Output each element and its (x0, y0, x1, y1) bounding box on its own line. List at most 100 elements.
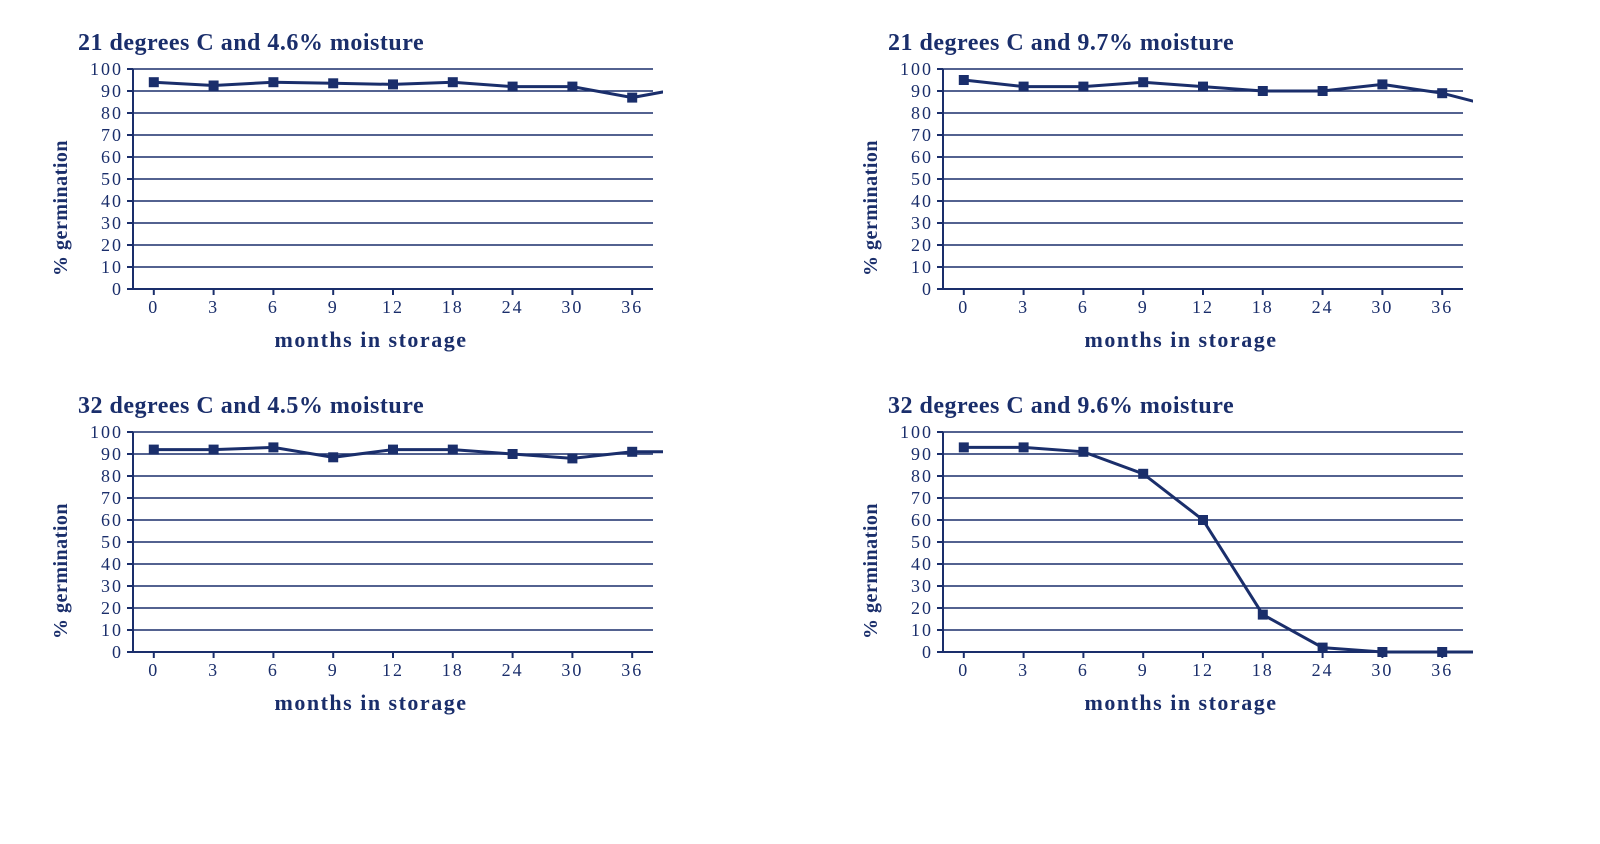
data-marker (389, 445, 398, 454)
x-tick-label: 18 (442, 660, 464, 680)
x-axis-label: months in storage (275, 690, 468, 716)
y-tick-label: 70 (101, 125, 123, 145)
x-tick-label: 18 (1252, 660, 1274, 680)
data-marker (269, 443, 278, 452)
x-tick-label: 0 (148, 297, 159, 317)
data-marker (508, 82, 517, 91)
y-tick-label: 10 (101, 620, 123, 640)
x-tick-label: 12 (1192, 660, 1214, 680)
data-series-line (154, 82, 663, 97)
x-tick-label: 36 (1431, 297, 1453, 317)
x-tick-label: 30 (1371, 660, 1393, 680)
data-marker (1079, 82, 1088, 91)
data-marker (389, 80, 398, 89)
y-tick-label: 40 (101, 191, 123, 211)
y-tick-label: 80 (101, 103, 123, 123)
y-tick-label: 90 (911, 81, 933, 101)
data-marker (149, 78, 158, 87)
x-tick-label: 3 (208, 660, 219, 680)
x-tick-label: 6 (268, 297, 279, 317)
data-series-line (964, 447, 1473, 652)
y-tick-label: 50 (101, 532, 123, 552)
chart-grid: 21 degrees C and 4.6% moisture % germinat… (50, 30, 1550, 716)
x-tick-label: 12 (382, 297, 404, 317)
data-marker (1258, 87, 1267, 96)
data-marker (209, 81, 218, 90)
chart-title: 21 degrees C and 9.7% moisture (888, 30, 1550, 57)
x-tick-label: 30 (1371, 297, 1393, 317)
y-tick-label: 100 (900, 426, 933, 442)
x-tick-label: 9 (1138, 297, 1149, 317)
y-axis-label: % germination (50, 503, 73, 639)
chart-panel-p21_46: 21 degrees C and 4.6% moisture % germinat… (50, 30, 740, 353)
data-marker (1139, 78, 1148, 87)
y-tick-label: 0 (112, 279, 123, 299)
data-marker (1318, 643, 1327, 652)
y-tick-label: 0 (112, 642, 123, 662)
y-tick-label: 100 (90, 426, 123, 442)
data-marker (329, 79, 338, 88)
x-tick-label: 6 (1078, 297, 1089, 317)
x-tick-label: 24 (502, 297, 524, 317)
y-tick-label: 90 (911, 444, 933, 464)
x-tick-label: 0 (148, 660, 159, 680)
data-marker (448, 445, 457, 454)
y-axis-label: % germination (50, 140, 73, 276)
y-tick-label: 50 (911, 169, 933, 189)
data-marker (1019, 82, 1028, 91)
y-tick-label: 70 (911, 125, 933, 145)
y-tick-label: 70 (911, 488, 933, 508)
x-tick-label: 3 (1018, 297, 1029, 317)
x-tick-label: 24 (1312, 297, 1334, 317)
data-marker (329, 453, 338, 462)
chart-panel-p32_96: 32 degrees C and 9.6% moisture% germinat… (860, 393, 1550, 716)
data-marker (269, 78, 278, 87)
y-tick-label: 70 (101, 488, 123, 508)
x-axis-label: months in storage (1085, 327, 1278, 353)
x-tick-label: 0 (958, 297, 969, 317)
y-tick-label: 40 (911, 191, 933, 211)
x-tick-label: 18 (1252, 297, 1274, 317)
y-tick-label: 20 (101, 235, 123, 255)
chart-svg: 010203040506070809010003691218243036 (79, 426, 663, 682)
data-marker (628, 447, 637, 456)
y-tick-label: 30 (101, 213, 123, 233)
x-axis-label: months in storage (1085, 690, 1278, 716)
y-tick-label: 20 (101, 598, 123, 618)
data-marker (959, 76, 968, 85)
y-tick-label: 40 (911, 554, 933, 574)
data-marker (1258, 610, 1267, 619)
y-tick-label: 90 (101, 81, 123, 101)
data-marker (1019, 443, 1028, 452)
data-marker (1139, 469, 1148, 478)
y-tick-label: 80 (101, 466, 123, 486)
chart-svg: 010203040506070809010003691218243036 (889, 426, 1473, 682)
data-marker (448, 78, 457, 87)
data-marker (1318, 87, 1327, 96)
data-marker (1199, 516, 1208, 525)
x-tick-label: 3 (208, 297, 219, 317)
x-tick-label: 36 (1431, 660, 1453, 680)
x-tick-label: 30 (561, 297, 583, 317)
x-tick-label: 9 (1138, 660, 1149, 680)
chart-panel-p21_97: 21 degrees C and 9.7% moisture% germinat… (860, 30, 1550, 353)
y-tick-label: 40 (101, 554, 123, 574)
x-tick-label: 36 (621, 660, 643, 680)
y-tick-label: 10 (101, 257, 123, 277)
y-tick-label: 30 (911, 213, 933, 233)
data-marker (959, 443, 968, 452)
x-tick-label: 9 (328, 297, 339, 317)
y-tick-label: 60 (101, 510, 123, 530)
y-tick-label: 50 (101, 169, 123, 189)
y-tick-label: 20 (911, 235, 933, 255)
data-marker (628, 93, 637, 102)
y-tick-label: 0 (922, 279, 933, 299)
data-marker (508, 450, 517, 459)
x-tick-label: 6 (268, 660, 279, 680)
x-tick-label: 24 (1312, 660, 1334, 680)
data-marker (149, 445, 158, 454)
chart-title: 21 degrees C and 4.6% moisture (78, 30, 740, 57)
x-tick-label: 6 (1078, 660, 1089, 680)
data-marker (1199, 82, 1208, 91)
x-tick-label: 12 (1192, 297, 1214, 317)
